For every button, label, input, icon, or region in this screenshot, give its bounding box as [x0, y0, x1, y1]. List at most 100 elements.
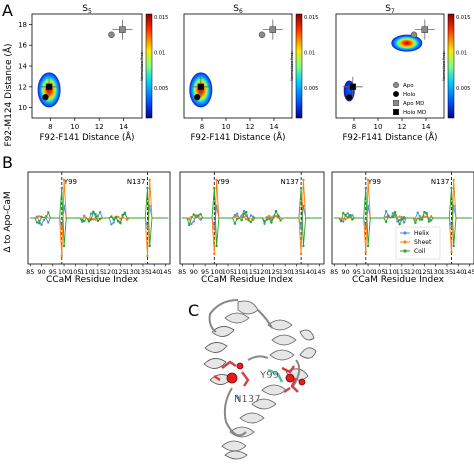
series-point	[38, 215, 41, 218]
series-point	[245, 218, 248, 221]
marker-label: N137	[127, 178, 146, 186]
series-point	[245, 210, 248, 214]
series-point	[342, 211, 345, 215]
x-tick-label: 105	[222, 268, 234, 276]
series-point	[42, 218, 45, 222]
point-holo	[345, 93, 353, 101]
legend-marker	[393, 90, 400, 97]
series-point	[429, 215, 433, 218]
series-point	[364, 186, 368, 190]
y-tick-label: 14	[18, 63, 27, 71]
series-point	[242, 209, 246, 213]
series-point	[146, 254, 149, 258]
series-point	[267, 217, 271, 220]
x-tick-label: 145	[159, 268, 171, 276]
point-apo-md	[421, 26, 429, 33]
series-point	[384, 210, 388, 213]
point-holo-md	[197, 83, 205, 91]
colorbar-label: Normalized Prob.	[442, 51, 446, 81]
x-tick-label: 12	[246, 123, 255, 131]
colorbar-tick-label: 0.01	[456, 50, 467, 56]
legend-marker	[393, 99, 400, 106]
protein-structure	[203, 299, 317, 460]
series-point	[416, 211, 419, 214]
marker-label: N137	[281, 178, 300, 186]
point-holo	[42, 93, 49, 101]
marker-label: Y99	[367, 178, 381, 186]
panel-label-c: C	[188, 301, 199, 320]
point-holo	[193, 93, 201, 101]
series-point	[199, 212, 202, 216]
legend-box	[395, 226, 441, 260]
series-point	[233, 222, 237, 225]
x-tick-label: 120	[407, 268, 419, 276]
panel-a-legend: Apo Holo Apo MD Holo MD	[393, 81, 426, 116]
panel-b-xlabel-1: CCaM Residue Index	[46, 275, 139, 285]
series-point	[342, 220, 345, 223]
x-tick-label: 140	[148, 268, 160, 276]
diff-plot-2: Y99 N137 85 90 95 100 105 110 115 120 125 130 135 140…	[178, 171, 326, 276]
series-point	[242, 212, 246, 216]
series-point	[83, 215, 86, 218]
series-point	[197, 214, 200, 217]
point-apo-md	[119, 26, 126, 33]
point-apo-md	[269, 26, 277, 33]
x-tick-label: 115	[92, 268, 104, 276]
x-tick-label: 130	[429, 268, 441, 276]
series-line-coil	[334, 187, 472, 247]
series-point	[240, 214, 243, 217]
series-point	[62, 244, 66, 248]
panel-c-label-n137: N137	[234, 394, 261, 405]
legend-marker	[403, 231, 407, 235]
series-point	[235, 214, 239, 218]
series-point	[277, 215, 280, 218]
series-point	[351, 214, 354, 217]
marker-label: Y99	[63, 178, 77, 186]
x-tick-label: 115	[396, 268, 408, 276]
x-tick-label: 10	[374, 123, 383, 131]
series-point	[148, 178, 151, 182]
x-tick-label: 125	[268, 268, 280, 276]
colorbar-tick-label: 0.005	[304, 86, 318, 92]
diff-plot-3: Y99 N137 85 90 95 100105110115120125130135140…	[330, 171, 474, 276]
x-tick-label: 8	[352, 123, 356, 131]
series-point	[393, 216, 397, 219]
series-point	[187, 217, 191, 220]
panel-b-ylabel: Δ to Apo-CaM	[3, 191, 13, 252]
legend-label: Coil	[414, 248, 426, 255]
series-point	[192, 213, 195, 216]
series-point	[114, 215, 118, 219]
x-tick-label: 110	[80, 268, 92, 276]
x-tick-label: 8	[200, 123, 204, 131]
series-point	[302, 244, 305, 248]
x-tick-label: 10	[222, 123, 231, 131]
point-apo	[410, 31, 418, 39]
x-tick-label: 120	[256, 268, 268, 276]
series-point	[112, 218, 115, 221]
series-point	[98, 211, 102, 214]
series-point	[89, 218, 93, 221]
x-tick-label: 130	[279, 268, 291, 276]
x-tick-label: 85	[26, 268, 34, 276]
series-point	[89, 212, 93, 215]
series-point	[40, 223, 43, 227]
series-point	[414, 221, 417, 224]
series-point	[240, 218, 243, 222]
series-point	[344, 214, 347, 217]
x-axis-label: F92-F141 Distance (Å)	[343, 131, 438, 143]
legend-label: Sheet	[414, 239, 432, 246]
series-point	[249, 220, 253, 224]
colorbar-label: Normalized Prob.	[290, 51, 294, 81]
x-tick-label: 105	[373, 268, 385, 276]
x-tick-label: 120	[103, 268, 115, 276]
series-point	[263, 220, 266, 223]
series-point	[215, 244, 218, 248]
x-tick-label: 95	[353, 268, 361, 276]
x-tick-label: 100	[362, 268, 374, 276]
series-point	[148, 244, 151, 248]
series-line-coil	[30, 187, 168, 247]
colorbar-tick-label: 0.015	[304, 15, 318, 21]
series-point	[47, 221, 50, 224]
series-point	[233, 215, 237, 219]
